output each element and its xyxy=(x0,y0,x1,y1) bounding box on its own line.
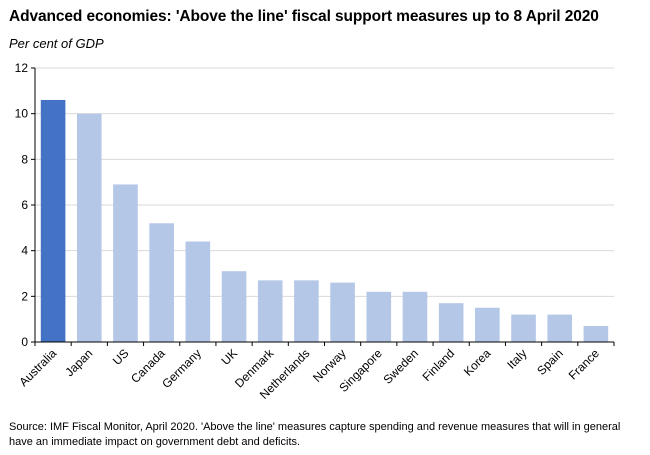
y-tick-label: 4 xyxy=(21,244,28,258)
x-tick-label: Germany xyxy=(159,346,204,391)
bar-singapore xyxy=(366,291,392,342)
x-tick-label: Korea xyxy=(461,346,494,379)
x-tick-label: Spain xyxy=(534,346,566,378)
bar-korea xyxy=(475,307,500,342)
bar-germany xyxy=(185,241,211,342)
x-tick-label: UK xyxy=(218,346,240,368)
y-tick-label: 8 xyxy=(21,152,28,166)
chart-title: Advanced economies: 'Above the line' fis… xyxy=(9,8,599,25)
bar-australia xyxy=(40,99,66,342)
y-tick-label: 6 xyxy=(21,198,28,212)
bar-denmark xyxy=(257,280,283,342)
bar-norway xyxy=(330,282,355,342)
x-tick-label: Australia xyxy=(16,346,59,389)
bar-canada xyxy=(149,223,174,342)
bar-france xyxy=(583,326,609,342)
y-tick-label: 10 xyxy=(15,107,29,121)
y-tick-label: 2 xyxy=(21,289,28,303)
bar-spain xyxy=(547,314,573,342)
bar-us xyxy=(113,184,138,342)
x-tick-label: France xyxy=(566,346,603,383)
bar-sweden xyxy=(402,291,428,342)
x-tick-label: Japan xyxy=(62,346,95,379)
bar-italy xyxy=(511,314,536,342)
y-axis-unit-label: Per cent of GDP xyxy=(9,36,104,51)
bar-netherlands xyxy=(294,280,319,342)
bar-uk xyxy=(221,271,247,342)
axes xyxy=(31,67,615,346)
bars xyxy=(40,99,609,343)
y-tick-label: 0 xyxy=(21,335,28,349)
x-tick-label: Finland xyxy=(420,346,458,384)
bar-japan xyxy=(76,113,102,343)
x-tick-label: Italy xyxy=(504,346,529,371)
bar-finland xyxy=(438,303,464,342)
x-tick-label: US xyxy=(110,346,132,368)
y-tick-label: 12 xyxy=(15,61,29,75)
source-note: Source: IMF Fiscal Monitor, April 2020. … xyxy=(9,421,621,448)
x-tick-label: Sweden xyxy=(381,346,422,387)
